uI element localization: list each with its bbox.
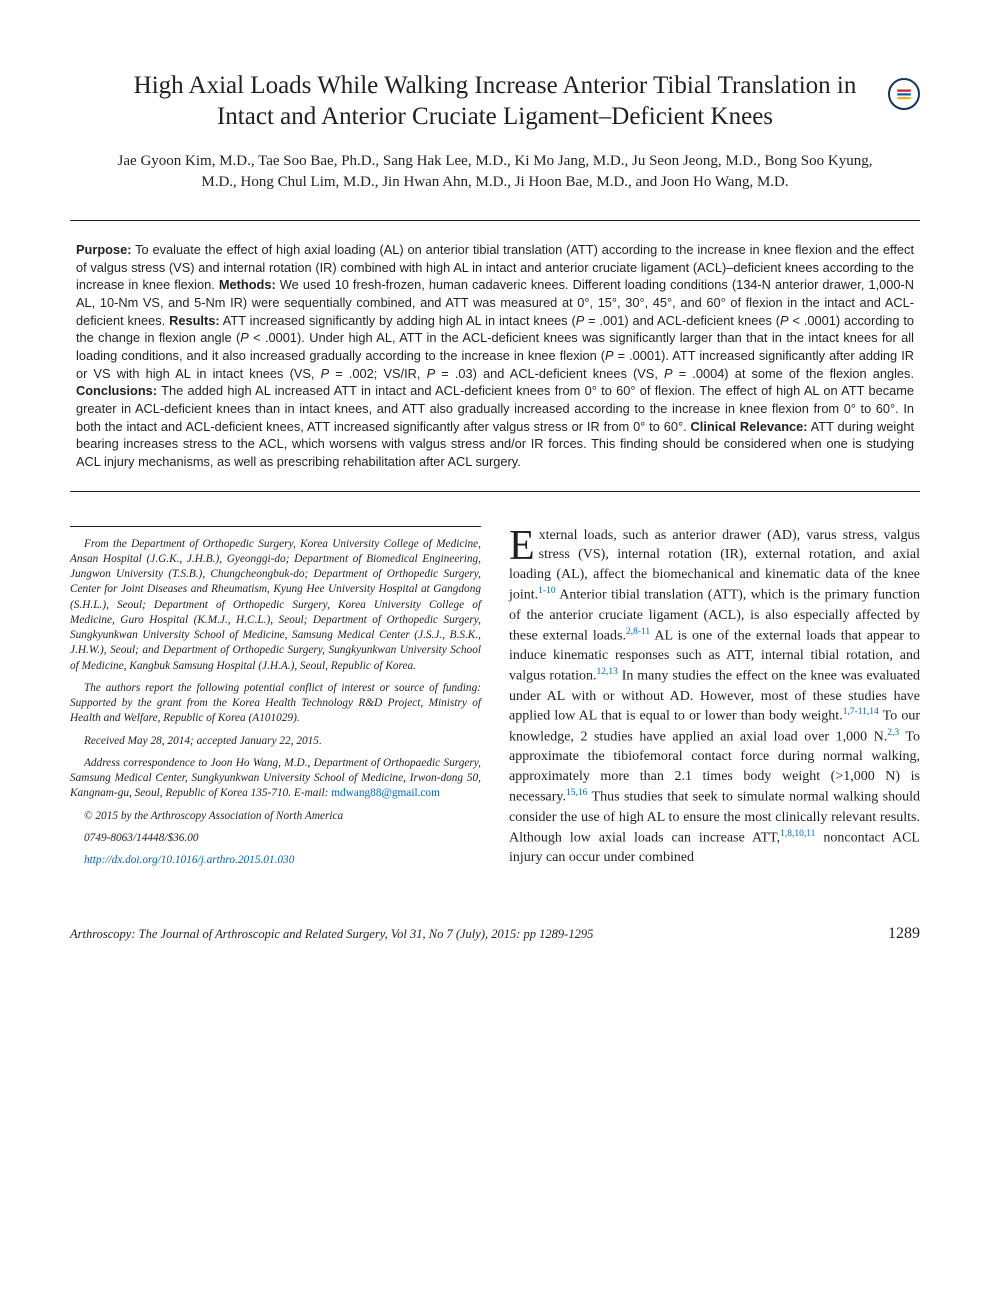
issn-text: 0749-8063/14448/$36.00 <box>70 831 481 846</box>
doi-link[interactable]: http://dx.doi.org/10.1016/j.arthro.2015.… <box>84 854 294 866</box>
abstract-block: Purpose: To evaluate the effect of high … <box>70 221 920 491</box>
article-title: High Axial Loads While Walking Increase … <box>110 70 880 133</box>
body-text-column: External loads, such as anterior drawer … <box>509 526 920 868</box>
page-number: 1289 <box>888 925 920 943</box>
purpose-label: Purpose: <box>76 242 131 257</box>
p-value: P <box>664 366 673 381</box>
copyright-text: © 2015 by the Arthroscopy Association of… <box>70 809 481 824</box>
results-text-b: = .001) and ACL-deficient knees ( <box>584 313 780 328</box>
crossmark-badge[interactable] <box>888 78 920 110</box>
citation-ref[interactable]: 2,3 <box>887 728 899 738</box>
footer-citation: Arthroscopy: The Journal of Arthroscopic… <box>70 927 593 942</box>
citation-ref[interactable]: 2,8-11 <box>626 627 650 637</box>
citation-ref[interactable]: 1,8,10,11 <box>780 829 815 839</box>
p-value: P <box>605 348 614 363</box>
p-value: P <box>576 313 585 328</box>
crossmark-icon <box>895 85 913 103</box>
email-link[interactable]: mdwang88@gmail.com <box>331 787 440 799</box>
p-value: P <box>321 366 330 381</box>
citation-ref[interactable]: 1,7-11,14 <box>843 707 879 717</box>
results-text-g: = .03) and ACL-deficient knees (VS, <box>435 366 664 381</box>
affiliations-footnote: From the Department of Orthopedic Surger… <box>70 526 481 876</box>
p-value: P <box>780 313 789 328</box>
affiliation-text: From the Department of Orthopedic Surger… <box>70 537 481 674</box>
results-text-h: = .0004) at some of the flexion angles. <box>673 366 914 381</box>
dates-text: Received May 28, 2014; accepted January … <box>70 734 481 749</box>
funding-text: The authors report the following potenti… <box>70 681 481 727</box>
citation-ref[interactable]: 1-10 <box>538 586 555 596</box>
doi-link-wrapper: http://dx.doi.org/10.1016/j.arthro.2015.… <box>70 853 481 868</box>
divider <box>70 491 920 492</box>
results-text-a: ATT increased significantly by adding hi… <box>220 313 576 328</box>
relevance-label: Clinical Relevance: <box>691 419 808 434</box>
p-value: P <box>240 330 249 345</box>
citation-ref[interactable]: 12,13 <box>596 667 617 677</box>
p-value: P <box>427 366 436 381</box>
citation-ref[interactable]: 15,16 <box>566 788 587 798</box>
methods-label: Methods: <box>219 277 276 292</box>
author-list: Jae Gyoon Kim, M.D., Tae Soo Bae, Ph.D.,… <box>100 151 890 195</box>
correspondence-text: Address correspondence to Joon Ho Wang, … <box>70 756 481 802</box>
drop-cap: E <box>509 526 539 565</box>
page-footer: Arthroscopy: The Journal of Arthroscopic… <box>70 925 920 943</box>
two-column-region: From the Department of Orthopedic Surger… <box>70 526 920 876</box>
results-text-f: = .002; VS/IR, <box>329 366 426 381</box>
journal-page: High Axial Loads While Walking Increase … <box>0 0 990 983</box>
results-label: Results: <box>169 313 220 328</box>
conclusions-label: Conclusions: <box>76 383 157 398</box>
